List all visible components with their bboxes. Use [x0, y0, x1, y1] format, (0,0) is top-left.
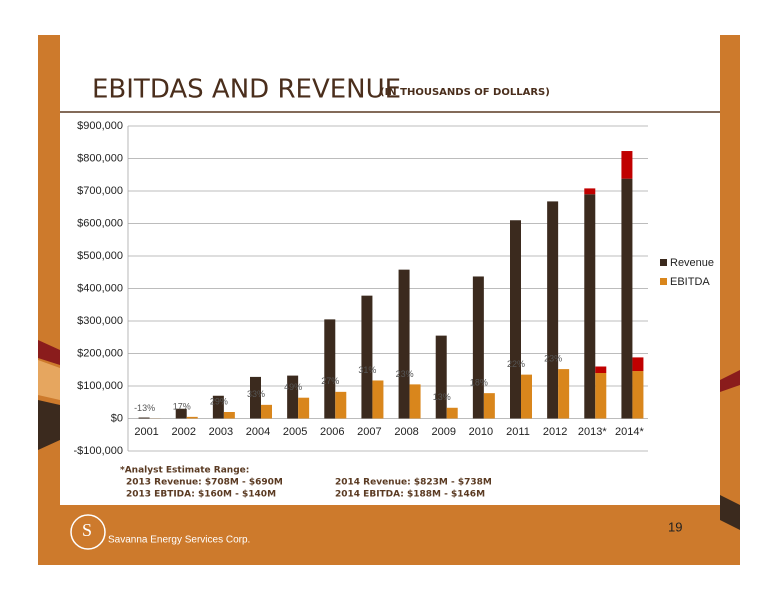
bar [175, 408, 187, 419]
stripe [720, 370, 740, 392]
bar [287, 375, 299, 419]
bar [335, 391, 347, 419]
bar [547, 201, 559, 419]
logo-letter: S [82, 520, 92, 540]
x-tick-label: 2004 [246, 426, 270, 438]
x-tick-label: 2010 [469, 426, 493, 438]
footnote-line: 2014 Revenue: $823M - $738M [335, 478, 492, 488]
bar [223, 412, 235, 419]
bar [298, 397, 310, 419]
bar [595, 373, 607, 419]
bar [324, 319, 336, 419]
bar [621, 178, 633, 419]
footnote-heading: *Analyst Estimate Range: [120, 466, 249, 476]
x-tick-label: 2007 [357, 426, 381, 438]
x-tick-label: 2005 [283, 426, 307, 438]
x-tick-label: 2009 [431, 426, 455, 438]
bar [435, 335, 447, 419]
company-name: Savanna Energy Services Corp. [108, 535, 250, 546]
slide-footer [60, 505, 720, 565]
margin-label: 23% [396, 369, 414, 379]
bar [372, 380, 384, 419]
margin-label: 13% [433, 392, 451, 402]
y-tick-label: $800,000 [77, 152, 123, 164]
margin-label: -13% [134, 403, 155, 413]
y-tick-label: $400,000 [77, 282, 123, 294]
estimate-bar [595, 366, 607, 373]
bar [261, 404, 272, 419]
legend-swatch [660, 259, 667, 266]
stripe [720, 495, 740, 530]
slide-body [60, 35, 720, 565]
x-tick-label: 2011 [506, 426, 530, 438]
legend-swatch [660, 278, 667, 285]
margin-label: 23% [544, 353, 562, 363]
y-tick-label: $100,000 [77, 380, 123, 392]
page-number: 19 [668, 519, 682, 534]
y-tick-label: $500,000 [77, 250, 123, 262]
margin-label: 22% [507, 359, 525, 369]
margin-label: 17% [173, 401, 191, 411]
estimate-bar [584, 188, 596, 195]
bar [446, 407, 458, 419]
y-tick-label: $600,000 [77, 217, 123, 229]
stripe [38, 400, 60, 450]
footnote-line: 2014 EBITDA: $188M - $146M [335, 490, 485, 500]
bar [483, 393, 495, 419]
estimate-bar [632, 357, 644, 372]
bar [250, 376, 261, 419]
y-tick-label: $0 [111, 412, 123, 424]
stripe [38, 360, 60, 400]
bar [632, 371, 644, 419]
margin-label: 31% [358, 365, 376, 375]
bar [584, 194, 596, 419]
bar [510, 220, 521, 419]
legend-label: Revenue [670, 257, 714, 269]
x-tick-label: 2008 [394, 426, 418, 438]
bar [186, 416, 198, 419]
x-tick-label: 2003 [209, 426, 233, 438]
bar [472, 276, 484, 419]
x-tick-label: 2001 [134, 426, 158, 438]
x-tick-label: 2014* [615, 426, 644, 438]
margin-label: 29% [210, 396, 228, 406]
y-tick-label: $300,000 [77, 315, 123, 327]
margin-label: 27% [321, 376, 339, 386]
bar [361, 295, 373, 419]
estimate-bar [621, 151, 633, 179]
margin-label: 18% [470, 378, 488, 388]
x-tick-label: 2006 [320, 426, 344, 438]
bar [558, 369, 570, 419]
chart-title: EBITDAS AND REVENUE [92, 75, 401, 105]
chart-subtitle: (IN THOUSANDS OF DOLLARS) [380, 87, 550, 98]
x-tick-label: 2002 [171, 426, 195, 438]
margin-label: 49% [284, 382, 302, 392]
bar [409, 384, 421, 419]
margin-label: 33% [247, 389, 265, 399]
legend-label: EBITDA [670, 276, 710, 288]
footnote-line: 2013 EBTIDA: $160M - $140M [126, 490, 276, 500]
y-tick-label: $700,000 [77, 185, 123, 197]
y-tick-label: $200,000 [77, 347, 123, 359]
bar [138, 417, 150, 419]
footnote-line: 2013 Revenue: $708M - $690M [126, 478, 283, 488]
bar [521, 374, 532, 419]
y-tick-label: $900,000 [77, 120, 123, 132]
y-tick-label: -$100,000 [73, 445, 123, 457]
bar [398, 269, 410, 419]
stripe [38, 340, 60, 365]
x-tick-label: 2012 [543, 426, 567, 438]
logo [70, 514, 106, 550]
x-tick-label: 2013* [578, 426, 607, 438]
bar [212, 395, 224, 419]
